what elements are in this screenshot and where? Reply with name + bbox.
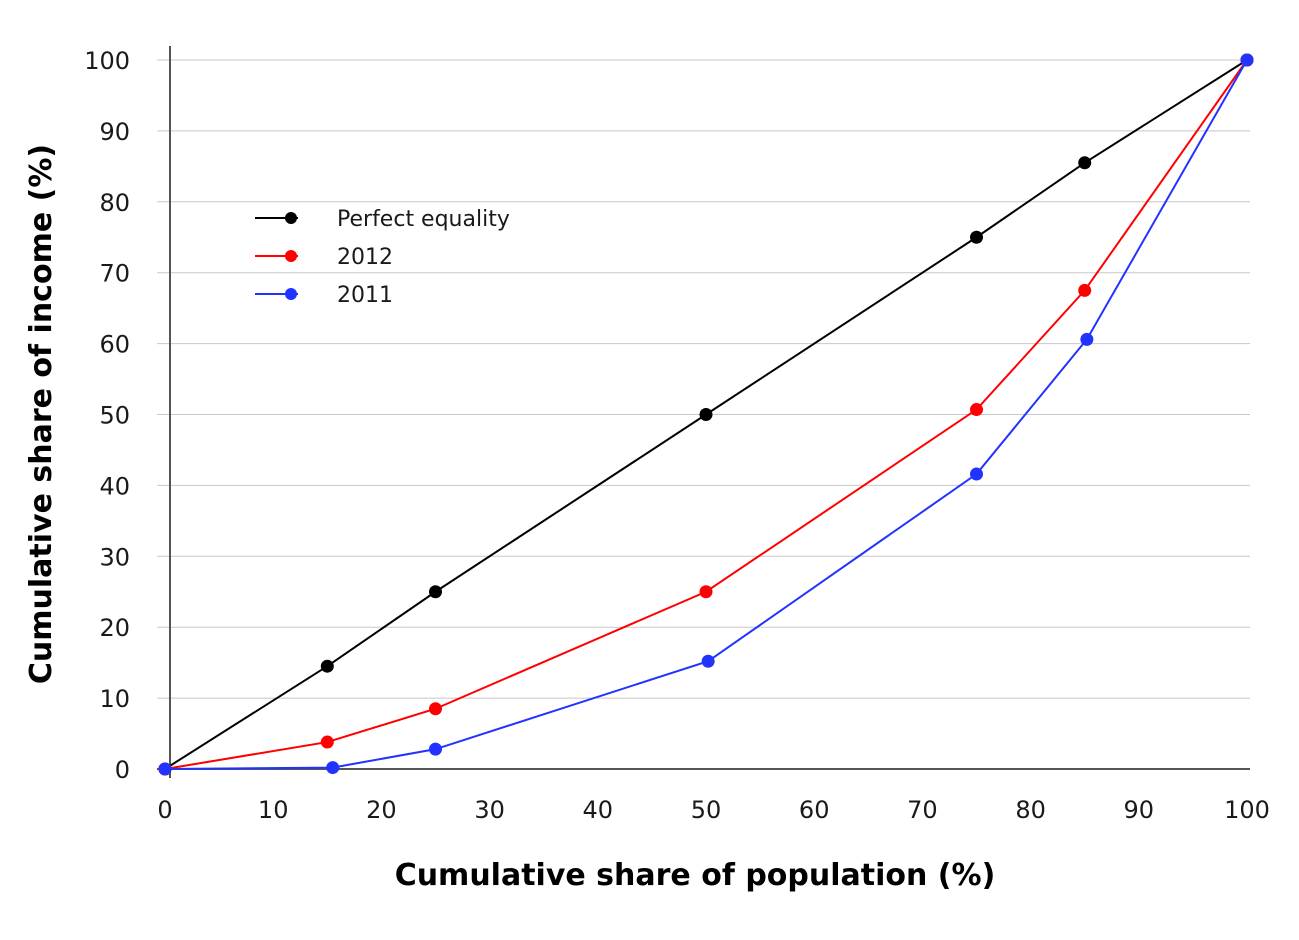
- x-tick-label: 30: [474, 796, 505, 824]
- y-axis-title: Cumulative share of income (%): [24, 144, 59, 684]
- x-tick-label: 60: [799, 796, 830, 824]
- data-point-perfect-equality: [1078, 156, 1092, 170]
- data-point-2012: [320, 735, 334, 749]
- legend-item-2012: 2012: [255, 245, 393, 270]
- x-tick-label: 70: [907, 796, 938, 824]
- y-tick-label: 30: [99, 543, 130, 571]
- data-point-2011: [158, 762, 172, 776]
- legend-label: 2012: [337, 245, 393, 270]
- legend-item-2011: 2011: [255, 283, 393, 308]
- data-point-2011: [429, 742, 442, 756]
- legend-swatch-marker: [285, 288, 297, 300]
- x-tick-label: 80: [1015, 796, 1046, 824]
- y-tick-label: 0: [115, 756, 130, 784]
- x-tick-label: 40: [583, 796, 614, 824]
- data-point-2012: [429, 702, 442, 716]
- data-point-2011: [326, 761, 340, 775]
- data-point-perfect-equality: [320, 659, 334, 673]
- y-tick-label: 60: [99, 331, 130, 359]
- x-tick-label: 10: [258, 796, 289, 824]
- legend-swatch-marker: [285, 212, 297, 224]
- legend-item-perfect-equality: Perfect equality: [255, 207, 510, 232]
- legend-swatch-marker: [285, 250, 297, 262]
- x-tick-label: 50: [691, 796, 722, 824]
- data-point-2011: [701, 654, 715, 668]
- data-point-2011: [1080, 332, 1094, 346]
- y-tick-label: 70: [99, 260, 130, 288]
- y-tick-label: 90: [99, 118, 130, 146]
- y-tick-labels: 0 10 20 30 40 50 60 70 80 90 100: [84, 47, 130, 784]
- y-tick-label: 40: [99, 472, 130, 500]
- x-tick-label: 90: [1124, 796, 1155, 824]
- data-point-2012: [970, 403, 983, 417]
- data-point-2012: [1078, 283, 1092, 297]
- x-tick-label: 20: [366, 796, 397, 824]
- legend: Perfect equality 2012 2011: [255, 207, 510, 308]
- y-tick-label: 80: [99, 189, 130, 217]
- y-tick-label: 100: [84, 47, 130, 75]
- y-tick-label: 20: [99, 614, 130, 642]
- y-tick-label: 50: [99, 402, 130, 430]
- x-tick-label: 0: [157, 796, 172, 824]
- x-tick-label: 100: [1224, 796, 1270, 824]
- data-point-2011: [970, 467, 983, 481]
- data-point-perfect-equality: [429, 585, 442, 599]
- y-tick-label: 10: [99, 685, 130, 713]
- data-point-2012: [699, 585, 713, 599]
- data-point-perfect-equality: [699, 408, 713, 421]
- x-axis-title: Cumulative share of population (%): [395, 858, 996, 893]
- data-point-2011: [1240, 53, 1254, 67]
- legend-label: 2011: [337, 283, 393, 308]
- data-point-perfect-equality: [970, 230, 983, 244]
- legend-label: Perfect equality: [337, 207, 510, 232]
- series-lines: [158, 53, 1254, 776]
- series-2011: [158, 53, 1254, 776]
- x-tick-labels: 0 10 20 30 40 50 60 70 80 90 100: [157, 796, 1270, 824]
